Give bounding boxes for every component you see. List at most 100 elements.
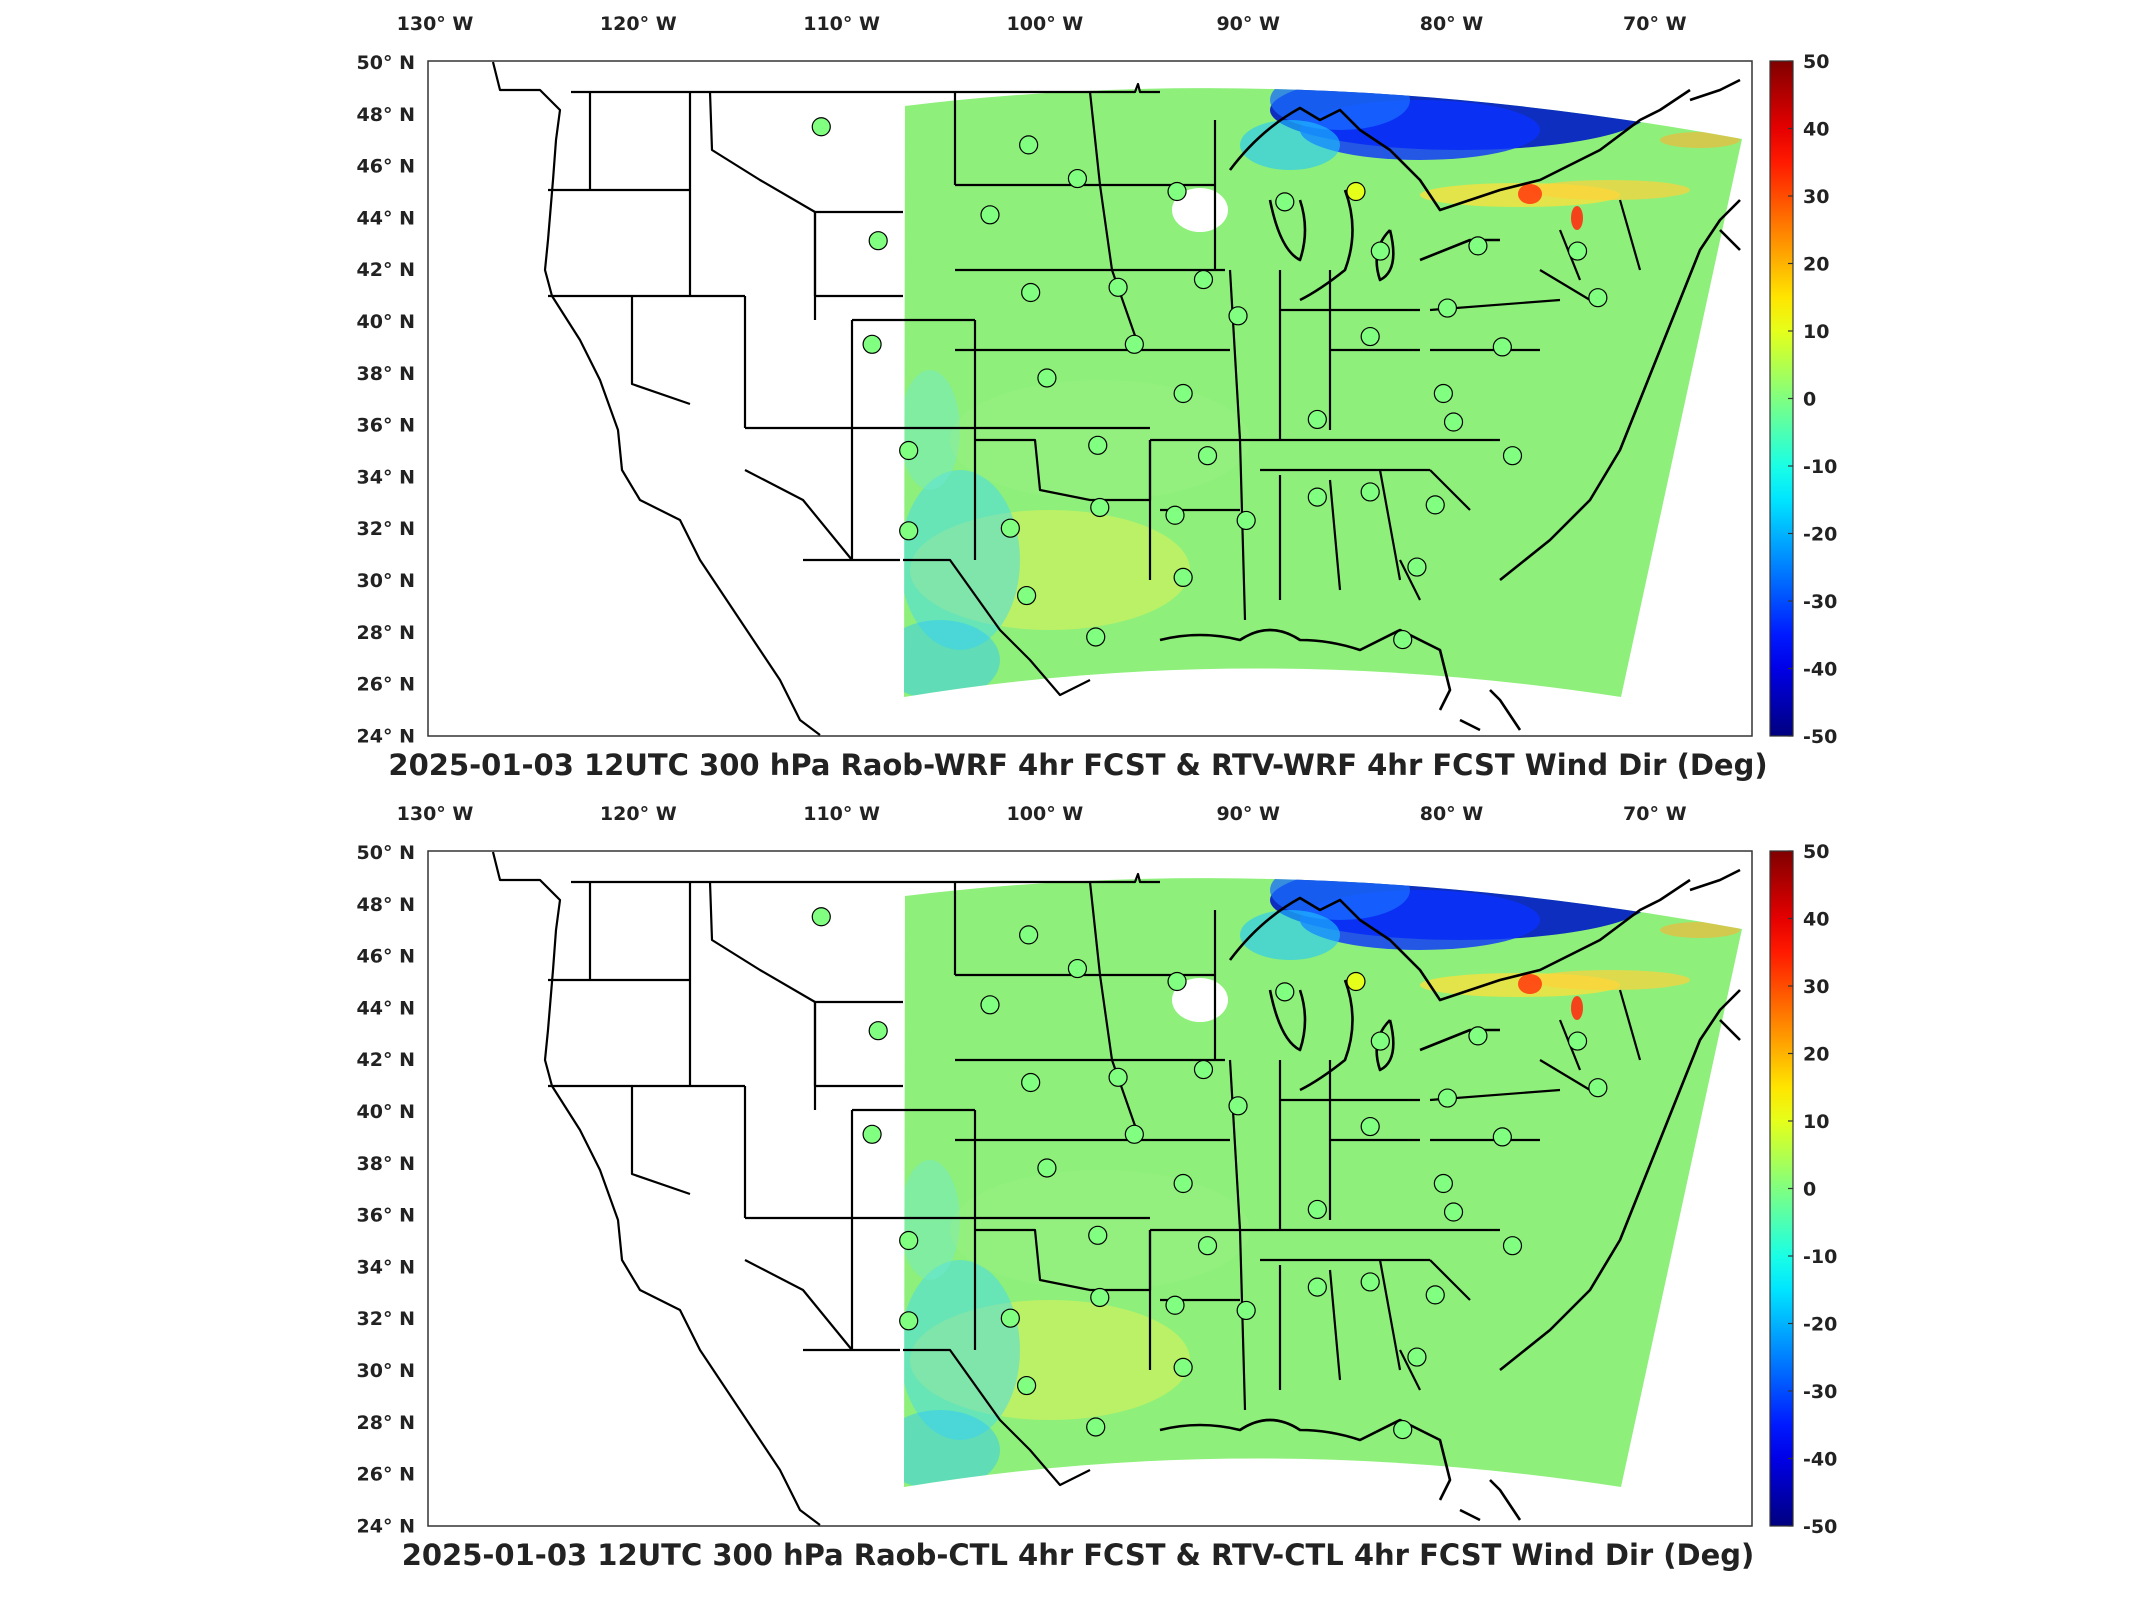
lat-tick-label: 26° N (357, 1464, 415, 1486)
station-marker (1108, 277, 1128, 297)
state-line (1238, 439, 1247, 621)
lon-tick-label: 130° W (397, 803, 474, 825)
raob-stations (811, 117, 1608, 650)
lat-tick-label: 46° N (357, 156, 415, 178)
raob-stations (811, 907, 1608, 1440)
colorbar-tick-label: -50 (1803, 1516, 1837, 1538)
station-marker (1173, 567, 1193, 588)
coast-line (1689, 78, 1741, 102)
station-marker (1443, 412, 1464, 432)
station-marker (1173, 383, 1193, 404)
state-line (491, 61, 821, 736)
coast-line (1419, 238, 1500, 262)
panel-top: 130° W 120° W 110° W 100° W 90° W 80° W 70° W 5… (357, 13, 1838, 782)
station-marker (1228, 306, 1248, 326)
station-marker (1393, 1419, 1413, 1440)
colorbar-tick-label: 20 (1803, 254, 1829, 276)
lat-tick-label: 50° N (357, 842, 415, 864)
state-line (571, 872, 1160, 884)
coast-line (1159, 1418, 1452, 1501)
coast-line (1299, 189, 1354, 302)
lat-tick-label: 28° N (357, 622, 415, 644)
station-marker (1307, 1199, 1327, 1220)
coast-line (1268, 989, 1307, 1052)
station-marker (1173, 1173, 1193, 1194)
state-line (1539, 1059, 1591, 1091)
station-marker (1167, 971, 1187, 992)
state-line (1429, 469, 1471, 511)
field-patch (1270, 88, 1410, 130)
station-marker (899, 440, 919, 461)
field-patch (910, 1300, 1190, 1420)
lon-tick-label: 80° W (1420, 13, 1484, 35)
station-marker (1000, 518, 1020, 538)
station-marker (1307, 1277, 1327, 1297)
station-marker (811, 907, 831, 927)
field-patch (1571, 996, 1583, 1020)
station-marker (1090, 497, 1110, 518)
state-line (571, 82, 1160, 94)
panel-title: 2025-01-03 12UTC 300 hPa Raob-WRF 4hr FC… (388, 748, 1767, 782)
station-marker (1165, 505, 1185, 525)
station-marker (1236, 510, 1256, 531)
station-marker (1307, 487, 1327, 507)
station-marker (1588, 1078, 1608, 1098)
field-patch (1270, 878, 1410, 920)
station-marker (1346, 181, 1366, 202)
state-line (1399, 559, 1421, 601)
station-marker (1407, 557, 1427, 577)
station-marker (1275, 982, 1295, 1002)
colorbar-tick-label: -30 (1803, 1381, 1837, 1403)
coast-line (1228, 88, 1691, 212)
station-marker (1037, 1158, 1057, 1178)
lat-tick-label: 50° N (357, 52, 415, 74)
station-marker (862, 334, 882, 354)
lat-tick-label: 34° N (357, 466, 415, 488)
station-marker (1067, 958, 1088, 979)
station-marker (868, 231, 888, 251)
panel-bottom: 130° W 120° W 110° W 100° W 90° W 80° W 70° W 5… (0, 790, 2133, 1590)
lat-tick-label: 28° N (357, 1412, 415, 1434)
station-marker (1443, 1202, 1464, 1222)
station-marker (1017, 1375, 1037, 1396)
station-marker (980, 205, 1000, 225)
station-marker (1588, 288, 1608, 308)
station-marker (899, 1311, 919, 1331)
map-panel-top: 130° W 120° W 110° W 100° W 90° W 80° W 70° W 5… (357, 13, 1838, 782)
colorbar-tick-label: 30 (1803, 186, 1829, 208)
coastlines (1159, 78, 1741, 732)
station-marker (1086, 627, 1106, 647)
lat-tick-label: 34° N (357, 1256, 415, 1278)
lon-tick-label: 70° W (1623, 13, 1687, 35)
state-line (1539, 269, 1591, 301)
state-line (1328, 479, 1342, 591)
state-line (1378, 1259, 1402, 1371)
lat-tick-label: 24° N (357, 1515, 415, 1537)
station-marker (1370, 1031, 1390, 1051)
lat-tick-label: 44° N (357, 997, 415, 1019)
coast-line (1489, 689, 1522, 731)
colorbar-tick-label: 20 (1803, 1044, 1829, 1066)
station-marker (899, 521, 919, 541)
station-marker (1124, 334, 1144, 354)
station-marker (1433, 383, 1453, 404)
lat-tick-label: 42° N (357, 259, 415, 281)
lon-tick-label: 90° W (1216, 13, 1280, 35)
lat-tick-label: 42° N (357, 1049, 415, 1071)
station-marker (1017, 585, 1037, 606)
coast-line (1459, 718, 1481, 732)
field-patch (904, 1160, 960, 1280)
field-patch (1518, 184, 1542, 204)
coast-line (1299, 979, 1354, 1092)
colorbar-tick-label: 30 (1803, 976, 1829, 998)
station-marker (1425, 1285, 1445, 1305)
station-marker (1360, 1116, 1380, 1137)
colorbar-tick-label: -40 (1803, 659, 1837, 681)
field-patch (904, 370, 960, 490)
state-line (1238, 1229, 1247, 1411)
station-marker (899, 1230, 919, 1251)
station-marker (1567, 241, 1588, 261)
lat-tick-label: 36° N (357, 1205, 415, 1227)
colorbar-tick-label: -30 (1803, 591, 1837, 613)
state-line (1399, 1349, 1421, 1391)
